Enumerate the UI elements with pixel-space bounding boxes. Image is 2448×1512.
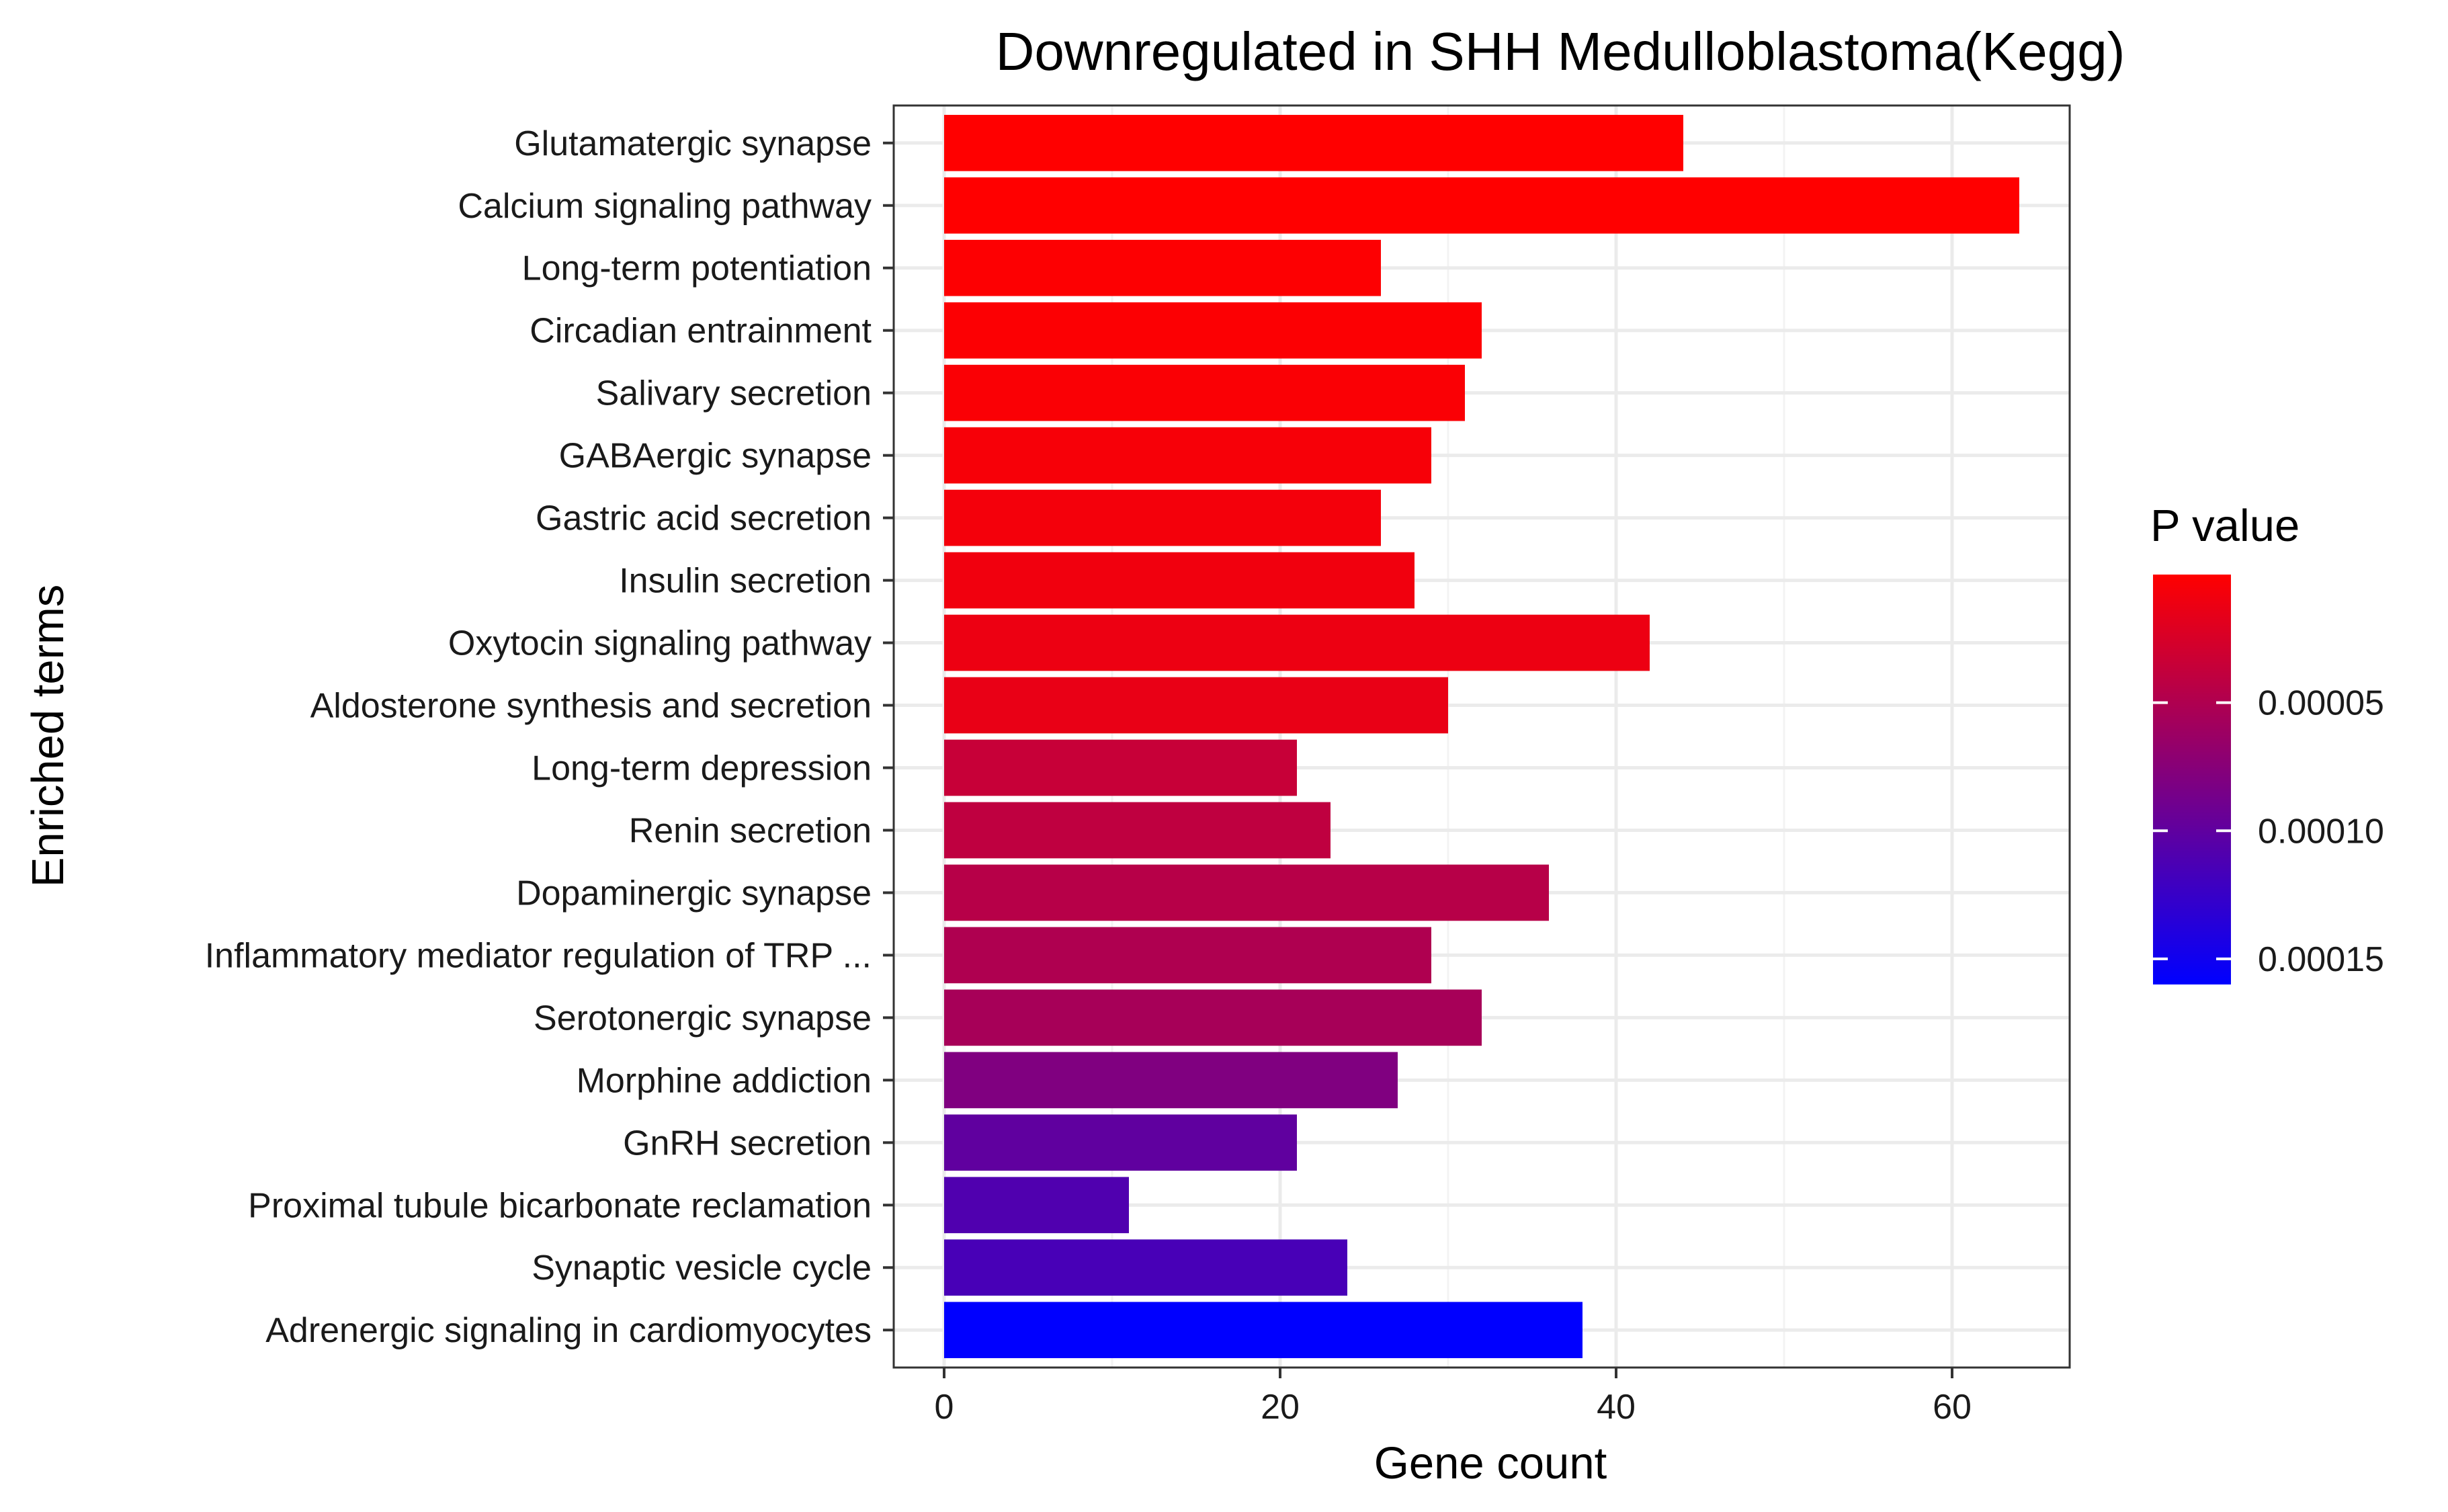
y-tick-label: Inflammatory mediator regulation of TRP … [205,936,872,975]
y-tick-label: Proximal tubule bicarbonate reclamation [248,1186,872,1225]
bar [944,364,1465,421]
y-axis-title: Enriched terms [23,585,73,888]
bar [944,1114,1297,1171]
bar [944,489,1381,546]
y-tick-label: Calcium signaling pathway [458,187,872,226]
y-tick-label: Morphine addiction [577,1061,872,1100]
y-tick-label: Adrenergic signaling in cardiomyocytes [265,1311,872,1350]
color-legend: P value 0.00005 0.00010 0.00015 [2150,501,2384,984]
bar [944,1052,1398,1109]
y-tick-label: GnRH secretion [623,1124,872,1163]
bar [944,427,1431,484]
bar [944,1177,1129,1234]
bar [944,177,2019,234]
bar [944,1239,1347,1296]
legend-title: P value [2150,501,2299,551]
bar [944,802,1331,859]
plot-border [892,104,2071,1369]
bar [944,552,1415,609]
y-tick-label: Oxytocin signaling pathway [448,624,872,663]
x-tick-label: 20 [1261,1388,1300,1427]
y-tick-label: Glutamatergic synapse [514,124,872,163]
bar [944,1302,1582,1359]
y-tick-label: Insulin secretion [619,562,872,601]
y-tick-label: Long-term depression [532,749,872,788]
y-tick-label: Aldosterone synthesis and secretion [310,687,872,726]
bar [944,864,1549,921]
y-tick-label: Circadian entrainment [530,312,872,351]
legend-tick-label: 0.00010 [2258,812,2384,851]
y-tick-label: Gastric acid secretion [536,499,872,538]
y-tick-label: Dopaminergic synapse [516,874,872,913]
plot-area: Glutamatergic synapse Calcium signaling p… [205,104,2071,1427]
y-tick-label: Long-term potentiation [522,249,872,288]
x-tick-label: 60 [1933,1388,1972,1427]
y-tick-label: Salivary secretion [596,374,872,413]
bar [944,739,1297,796]
y-tick-label: Renin secretion [629,811,872,850]
bar [944,114,1683,171]
x-tick-label: 40 [1597,1388,1636,1427]
y-tick-label: Serotonergic synapse [534,999,872,1038]
bar [944,302,1482,359]
bar [944,239,1381,296]
y-tick-label: GABAergic synapse [559,437,872,476]
bar [944,677,1448,734]
x-axis-title: Gene count [1374,1438,1607,1488]
legend-tick-label: 0.00005 [2258,684,2384,723]
legend-colorbar [2153,575,2231,984]
legend-tick-label: 0.00015 [2258,940,2384,979]
bar [944,927,1431,984]
bar [944,614,1650,671]
bar [944,989,1482,1046]
chart-title: Downregulated in SHH Medulloblastoma(Keg… [996,22,2125,81]
x-tick-label: 0 [935,1388,954,1427]
y-tick-label: Synaptic vesicle cycle [532,1249,872,1288]
